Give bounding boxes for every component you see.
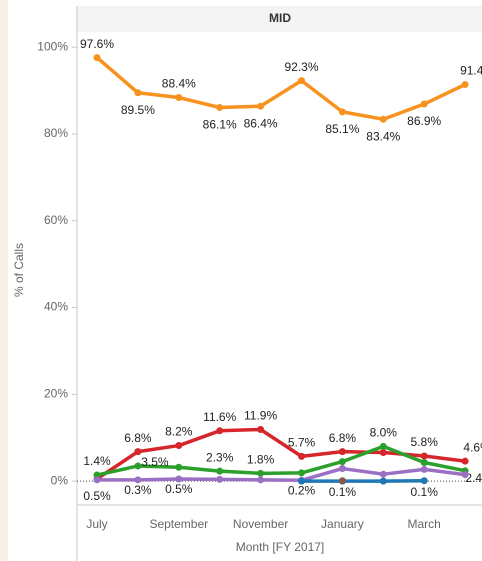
data-label: 8.2% bbox=[165, 425, 193, 439]
y-tick-label: 80% bbox=[44, 126, 68, 140]
data-label: 0.1% bbox=[411, 485, 439, 499]
data-label: 1.8% bbox=[247, 452, 275, 466]
data-point bbox=[257, 469, 265, 477]
data-point bbox=[216, 475, 224, 483]
y-tick-label: 40% bbox=[44, 300, 68, 314]
data-label: 0.5% bbox=[83, 489, 111, 503]
data-point bbox=[93, 54, 101, 62]
data-label: 4.6% bbox=[463, 440, 482, 454]
series-line bbox=[95, 56, 466, 121]
data-point bbox=[379, 477, 387, 485]
data-point bbox=[338, 458, 346, 466]
data-point bbox=[175, 475, 183, 483]
data-label: 11.6% bbox=[203, 410, 236, 424]
x-tick-label: July bbox=[86, 517, 107, 531]
data-point bbox=[257, 102, 265, 110]
header-band bbox=[77, 6, 482, 32]
data-label: 11.9% bbox=[244, 409, 277, 423]
data-label: 6.8% bbox=[329, 431, 357, 445]
data-label: 86.1% bbox=[203, 118, 237, 132]
data-label: 3.5% bbox=[141, 455, 169, 469]
series-line bbox=[96, 444, 466, 477]
data-point bbox=[134, 462, 142, 470]
data-point bbox=[420, 477, 428, 485]
data-label: 92.3% bbox=[284, 60, 318, 74]
x-tick-label: September bbox=[149, 517, 208, 531]
data-point bbox=[338, 448, 346, 456]
data-point bbox=[461, 471, 469, 479]
data-label: 0.3% bbox=[124, 483, 152, 497]
data-label: 0.5% bbox=[165, 482, 193, 496]
data-label: 5.8% bbox=[411, 435, 439, 449]
data-point bbox=[420, 452, 428, 460]
y-tick-label: 0% bbox=[51, 473, 69, 487]
data-point bbox=[420, 465, 428, 473]
data-point bbox=[216, 467, 224, 475]
series-line bbox=[97, 466, 466, 483]
data-label: 97.6% bbox=[80, 37, 114, 51]
data-point bbox=[175, 94, 183, 102]
data-label: 86.9% bbox=[407, 114, 441, 128]
data-point bbox=[298, 469, 305, 477]
x-axis-label: Month [FY 2017] bbox=[236, 540, 325, 554]
data-label: 91.4% bbox=[460, 64, 482, 78]
data-point bbox=[338, 477, 346, 485]
data-point bbox=[379, 470, 387, 478]
data-point bbox=[175, 463, 183, 471]
data-point bbox=[298, 477, 305, 485]
data-label: 86.4% bbox=[244, 116, 278, 130]
data-label: 0.1% bbox=[329, 485, 357, 499]
data-label: 83.4% bbox=[366, 129, 400, 143]
data-point bbox=[298, 452, 305, 460]
y-tick-label: 60% bbox=[44, 213, 68, 227]
data-label: 8.0% bbox=[370, 426, 398, 440]
data-label: 89.5% bbox=[121, 103, 155, 117]
data-point bbox=[216, 427, 224, 435]
data-label: 5.7% bbox=[288, 436, 316, 450]
data-point bbox=[257, 425, 265, 433]
data-label: 2.4% bbox=[465, 471, 482, 485]
data-point bbox=[257, 476, 265, 484]
panel bbox=[8, 0, 482, 561]
data-point bbox=[134, 448, 142, 456]
data-point bbox=[338, 465, 346, 473]
data-label: 88.4% bbox=[162, 77, 196, 91]
data-point bbox=[461, 457, 469, 465]
y-axis-label: % of Calls bbox=[12, 243, 26, 297]
data-point bbox=[175, 442, 183, 450]
data-label: 2.3% bbox=[206, 450, 234, 464]
data-label: 6.8% bbox=[124, 431, 152, 445]
y-tick-label: 20% bbox=[44, 387, 68, 401]
data-point bbox=[420, 458, 428, 466]
x-tick-label: January bbox=[321, 517, 364, 531]
data-label: 85.1% bbox=[325, 122, 359, 136]
header: MID bbox=[269, 11, 291, 25]
y-tick-label: 100% bbox=[37, 39, 68, 53]
data-label: 1.4% bbox=[83, 454, 111, 468]
x-tick-label: November bbox=[233, 517, 288, 531]
data-point bbox=[379, 448, 387, 456]
data-point bbox=[216, 104, 224, 112]
data-point bbox=[420, 100, 428, 108]
data-point bbox=[379, 115, 387, 123]
x-tick-label: March bbox=[408, 517, 441, 531]
data-label: 0.2% bbox=[288, 483, 316, 497]
data-point bbox=[298, 77, 305, 85]
data-point bbox=[134, 476, 142, 484]
data-point bbox=[379, 442, 387, 450]
data-point bbox=[338, 108, 346, 116]
data-point bbox=[461, 81, 469, 89]
data-point bbox=[93, 476, 101, 484]
data-point bbox=[134, 89, 142, 97]
